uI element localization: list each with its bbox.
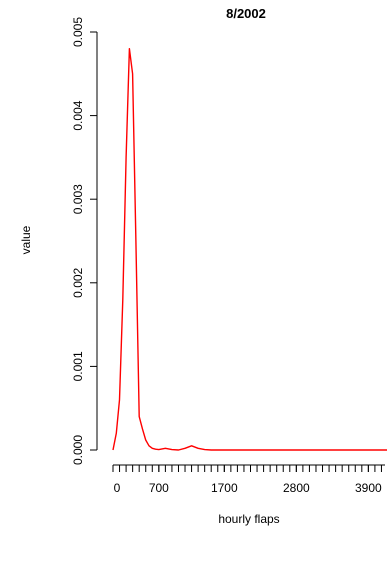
x-axis-label: hourly flaps <box>218 512 279 526</box>
x-minor-ticks <box>112 465 382 472</box>
y-tick-label: 0.005 <box>71 17 85 47</box>
x-tick-label: 1700 <box>211 481 238 495</box>
y-tick-label: 0.004 <box>71 100 85 130</box>
y-tick-label: 0.002 <box>71 267 85 297</box>
plot-area <box>112 48 387 451</box>
x-axis-ticks: 0 700 1700 2800 3900 <box>112 465 382 495</box>
x-tick-label: 2800 <box>283 481 310 495</box>
y-axis-label: value <box>19 225 33 254</box>
y-tick-label: 0.001 <box>71 351 85 381</box>
x-tick-label: 0 <box>114 481 121 495</box>
y-axis-ticks: 0.000 0.001 0.002 0.003 0.004 0.005 <box>71 17 97 465</box>
chart-title: 8/2002 <box>226 6 266 21</box>
x-tick-label: 3900 <box>355 481 382 495</box>
y-tick-label: 0.003 <box>71 184 85 214</box>
y-tick-label: 0.000 <box>71 435 85 465</box>
series-line <box>112 48 387 451</box>
x-tick-label: 700 <box>149 481 169 495</box>
